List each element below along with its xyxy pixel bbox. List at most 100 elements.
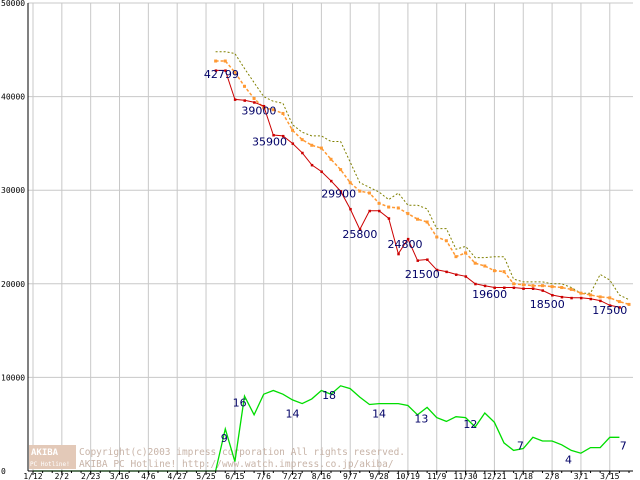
- data-labels: 42799 39000 35900 29900 25800 24800 21500 19600…: [204, 68, 627, 467]
- series-point-1: [281, 111, 285, 115]
- x-tick-label: 3/1: [574, 472, 589, 480]
- series-point-2: [224, 69, 227, 72]
- watermark: AKIBA PC Hotline! Copyright(c)2003 impre…: [29, 445, 405, 470]
- series-point-2: [397, 252, 400, 256]
- series-point-2: [503, 286, 506, 290]
- series-point-1: [252, 96, 256, 100]
- series-point-2: [551, 294, 554, 297]
- series-point-2: [531, 287, 535, 290]
- x-tick-label: 11/9: [427, 472, 446, 480]
- series-point-2: [426, 258, 429, 261]
- horizontal-gridlines: [28, 2, 633, 378]
- data-label: 4: [565, 454, 572, 467]
- series-point-2: [301, 151, 304, 155]
- series-point-1: [310, 143, 314, 147]
- series-point-1: [329, 157, 333, 161]
- x-tick-label: 7/27: [283, 472, 302, 480]
- data-label: 12: [463, 418, 477, 431]
- akiba-badge-bottom: PC Hotline!: [30, 461, 70, 468]
- series-point-2: [579, 296, 583, 300]
- x-tick-label: 3/15: [600, 472, 619, 480]
- series-point-2: [560, 295, 564, 299]
- series-point-1: [521, 283, 525, 287]
- series-point-2: [599, 299, 602, 303]
- series-point-1: [435, 235, 439, 239]
- series-point-1: [358, 189, 362, 193]
- series-point-1: [473, 261, 477, 265]
- data-label: 21500: [405, 268, 440, 281]
- series-point-2: [608, 304, 612, 307]
- series-point-2: [291, 142, 295, 145]
- data-label: 7: [517, 439, 524, 452]
- series-point-2: [233, 98, 237, 101]
- series-point-1: [233, 70, 237, 74]
- series-point-1: [300, 138, 304, 142]
- series-point-1: [348, 181, 352, 185]
- data-label: 29900: [321, 188, 356, 201]
- series-point-1: [214, 59, 218, 63]
- data-label: 18500: [530, 298, 565, 311]
- data-label: 18: [322, 389, 336, 402]
- series-point-2: [464, 275, 468, 278]
- data-label: 19600: [472, 288, 507, 301]
- data-label: 42799: [204, 68, 239, 81]
- data-label: 14: [372, 408, 386, 421]
- y-tick-label: 30000: [1, 186, 25, 195]
- x-tick-label: 4/6: [141, 472, 156, 480]
- x-tick-label: 6/15: [225, 472, 244, 480]
- y-tick-label: 20000: [1, 280, 25, 289]
- series-point-2: [570, 296, 573, 300]
- x-tick-label: 2/2: [55, 472, 70, 480]
- series-point-2: [262, 104, 266, 108]
- series-point-2: [330, 179, 333, 183]
- series-point-1: [416, 217, 420, 221]
- series-point-1: [512, 282, 516, 286]
- data-label: 9: [221, 432, 228, 445]
- data-label: 39000: [241, 104, 276, 117]
- data-label: 25800: [342, 228, 377, 241]
- x-tick-label: 9/7: [343, 472, 358, 480]
- x-tick-label: 5/25: [196, 472, 215, 480]
- series-point-2: [243, 99, 246, 102]
- series-point-2: [589, 297, 593, 301]
- series-point-1: [502, 270, 506, 274]
- series-point-2: [349, 207, 352, 211]
- watermark-copyright: Copyright(c)2003 impress corporation All…: [79, 447, 405, 458]
- x-tick-label: 4/27: [168, 472, 187, 480]
- series-point-2: [435, 268, 439, 272]
- series-line-1: [215, 60, 630, 306]
- plot-area: [28, 3, 633, 471]
- x-tick-label: 2/23: [81, 472, 100, 480]
- series-point-2: [320, 170, 323, 173]
- watermark-url: AKIBA PC Hotline! http://www.watch.impre…: [79, 459, 394, 470]
- series-point-2: [541, 289, 544, 292]
- series-point-1: [444, 239, 448, 243]
- series-point-1: [617, 300, 621, 304]
- series-point-1: [627, 302, 631, 306]
- series-point-1: [271, 108, 275, 112]
- series-point-1: [483, 264, 487, 268]
- data-label: 17500: [592, 304, 627, 317]
- data-label: 24800: [388, 238, 423, 251]
- series-point-2: [445, 270, 448, 274]
- series-line-0: [215, 51, 630, 301]
- series-point-2: [618, 306, 621, 309]
- series-point-1: [242, 84, 246, 88]
- x-tick-label: 11/30: [454, 472, 478, 480]
- series-point-1: [406, 212, 410, 216]
- x-tick-label: 7/6: [256, 472, 271, 480]
- data-label: 35900: [252, 135, 287, 148]
- series-point-1: [492, 269, 496, 273]
- series-point-2: [483, 284, 487, 288]
- series-point-2: [281, 134, 285, 138]
- series-point-2: [493, 286, 496, 290]
- data-label: 13: [414, 412, 428, 425]
- series-point-1: [396, 206, 400, 210]
- series-point-2: [339, 190, 343, 193]
- series-point-2: [416, 259, 420, 262]
- series-point-2: [272, 133, 275, 137]
- series-point-2: [214, 69, 218, 72]
- y-tick-label: 40000: [1, 93, 25, 102]
- series-point-2: [512, 286, 516, 290]
